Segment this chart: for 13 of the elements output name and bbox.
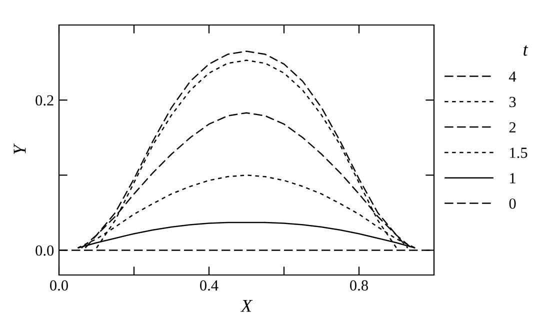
x-tick-label: 0.0: [50, 280, 68, 291]
x-axis-title: X: [240, 300, 253, 312]
y-axis-title: Y: [14, 143, 26, 154]
legend-label: 2: [509, 122, 516, 132]
legend-label: 1: [510, 173, 516, 184]
legend-title: t: [524, 45, 528, 56]
y-tick-label: 0.2: [36, 95, 54, 106]
legend-label: 0: [509, 198, 516, 209]
x-tick-label: 0.4: [200, 280, 218, 291]
legend-label: 4: [509, 72, 516, 82]
legend-label: 3: [509, 96, 516, 108]
x-tick-label: 0.8: [350, 280, 368, 291]
legend-label: 1.5: [510, 148, 528, 158]
